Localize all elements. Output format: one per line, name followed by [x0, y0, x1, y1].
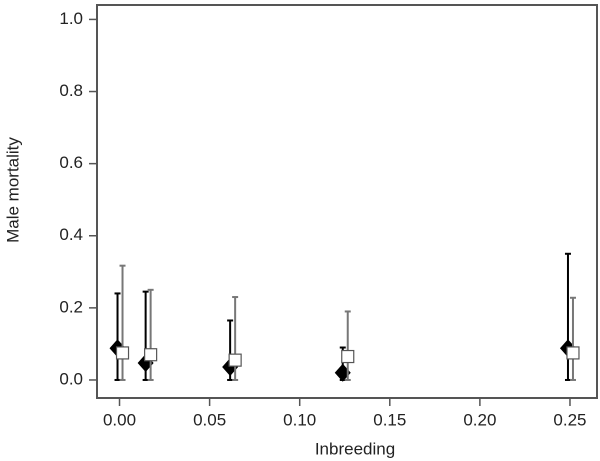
- y-tick-label: 1.0: [59, 9, 83, 28]
- point: [115, 346, 130, 360]
- x-tick-label: 0.05: [193, 410, 226, 429]
- x-tick-label: 0.15: [373, 410, 406, 429]
- point: [566, 346, 580, 360]
- y-tick-label: 0.4: [59, 225, 83, 244]
- y-axis-label: Male mortality: [3, 137, 22, 243]
- x-tick-label: 0.25: [553, 410, 586, 429]
- x-tick-label: 0.00: [103, 410, 136, 429]
- point: [144, 348, 158, 362]
- y-tick-label: 0.0: [59, 369, 83, 388]
- point: [228, 353, 242, 367]
- x-axis-label: Inbreeding: [315, 439, 395, 458]
- y-tick-label: 0.6: [59, 153, 83, 172]
- y-tick-label: 0.2: [59, 297, 83, 316]
- point: [341, 349, 355, 364]
- x-tick-label: 0.20: [463, 410, 496, 429]
- y-tick-label: 0.8: [59, 81, 83, 100]
- plot-frame: [96, 4, 598, 399]
- x-tick-label: 0.10: [283, 410, 316, 429]
